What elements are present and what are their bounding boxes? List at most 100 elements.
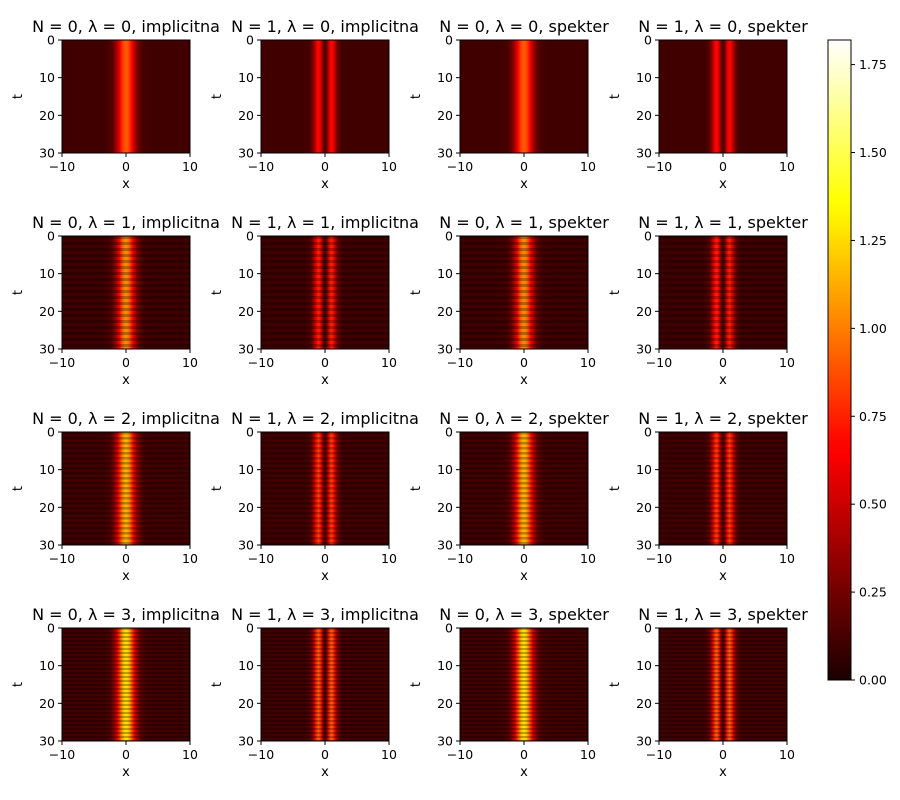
x-tick-label: 10 [381, 355, 397, 370]
y-tick-label: 20 [238, 108, 254, 123]
heatmap-oscillation [659, 236, 787, 349]
x-axis-label: x [321, 569, 329, 584]
x-tick-label: 10 [182, 159, 198, 174]
panel-1-2: N = 1, λ = 0, implicitna −10 0 10 0 10 20 30 x t [210, 17, 419, 192]
y-tick-label: 0 [445, 229, 453, 244]
panel-title: N = 1, λ = 0, spekter [638, 17, 808, 36]
x-tick-label: −10 [447, 747, 473, 762]
y-tick-label: 0 [445, 425, 453, 440]
y-tick-label: 0 [246, 33, 254, 48]
y-tick-label: 20 [437, 304, 453, 319]
x-tick-label: 0 [719, 355, 727, 370]
y-axis-label: t [409, 486, 424, 491]
x-tick-label: 10 [779, 355, 795, 370]
panel-4-4: N = 1, λ = 3, spekter −10 0 10 0 10 20 30 x t [608, 605, 808, 780]
y-tick-label: 10 [238, 266, 254, 281]
y-axis-label: t [409, 682, 424, 687]
x-tick-label: 0 [321, 551, 329, 566]
y-tick-label: 10 [437, 266, 453, 281]
x-tick-label: 10 [580, 355, 596, 370]
y-tick-label: 0 [445, 621, 453, 636]
x-axis-label: x [719, 177, 727, 192]
x-tick-label: −10 [646, 551, 672, 566]
y-tick-label: 20 [39, 304, 55, 319]
y-tick-label: 20 [39, 108, 55, 123]
x-tick-label: 10 [381, 747, 397, 762]
x-tick-label: 0 [719, 747, 727, 762]
x-tick-label: 10 [580, 551, 596, 566]
heatmap-oscillation [460, 432, 588, 545]
y-tick-label: 10 [39, 658, 55, 673]
panel-title: N = 0, λ = 2, spekter [439, 409, 609, 428]
panel-3-2: N = 1, λ = 2, implicitna −10 0 10 0 10 20 30 x t [210, 409, 419, 584]
y-tick-label: 10 [238, 70, 254, 85]
x-axis-label: x [719, 569, 727, 584]
colorbar-tick-label: 1.25 [859, 233, 887, 248]
panel-title: N = 1, λ = 1, spekter [638, 213, 808, 232]
colorbar-tick-label: 0.25 [859, 585, 887, 600]
panel-4-1: N = 0, λ = 3, implicitna −10 0 10 0 10 20 30 x t [11, 605, 220, 780]
x-tick-label: −10 [248, 355, 274, 370]
heatmap-oscillation [460, 628, 588, 741]
x-tick-label: −10 [49, 551, 75, 566]
y-tick-label: 10 [437, 70, 453, 85]
panel-1-4: N = 1, λ = 0, spekter −10 0 10 0 10 20 30 x t [608, 17, 808, 192]
x-tick-label: −10 [248, 159, 274, 174]
y-tick-label: 0 [644, 425, 652, 440]
panel-title: N = 1, λ = 0, implicitna [231, 17, 419, 36]
x-tick-label: 10 [580, 747, 596, 762]
x-tick-label: −10 [447, 159, 473, 174]
panel-title: N = 1, λ = 3, implicitna [231, 605, 419, 624]
y-tick-label: 20 [636, 304, 652, 319]
x-tick-label: −10 [447, 551, 473, 566]
heatmap-image [659, 40, 787, 153]
panel-title: N = 1, λ = 3, spekter [638, 605, 808, 624]
panel-1-3: N = 0, λ = 0, spekter −10 0 10 0 10 20 30 x t [409, 17, 609, 192]
x-tick-label: −10 [49, 159, 75, 174]
y-axis-label: t [210, 94, 225, 99]
heatmap-oscillation [261, 628, 389, 741]
x-tick-label: 10 [779, 551, 795, 566]
panel-title: N = 0, λ = 1, spekter [439, 213, 609, 232]
x-tick-label: 0 [719, 551, 727, 566]
y-tick-label: 20 [39, 696, 55, 711]
heatmap-image [261, 40, 389, 153]
heatmap-image [62, 40, 190, 153]
panel-3-3: N = 0, λ = 2, spekter −10 0 10 0 10 20 30 x t [409, 409, 609, 584]
y-tick-label: 10 [636, 462, 652, 477]
panel-title: N = 0, λ = 1, implicitna [32, 213, 220, 232]
y-tick-label: 30 [39, 538, 55, 553]
y-tick-label: 20 [238, 696, 254, 711]
y-tick-label: 20 [39, 500, 55, 515]
colorbar-gradient [828, 40, 851, 680]
y-tick-label: 30 [437, 342, 453, 357]
x-tick-label: −10 [248, 747, 274, 762]
y-tick-label: 10 [437, 462, 453, 477]
y-tick-label: 30 [636, 538, 652, 553]
y-tick-label: 10 [437, 658, 453, 673]
y-tick-label: 30 [238, 538, 254, 553]
y-tick-label: 0 [47, 229, 55, 244]
heatmap-oscillation [62, 628, 190, 741]
y-tick-label: 30 [238, 342, 254, 357]
heatmap-oscillation [261, 236, 389, 349]
y-tick-label: 20 [636, 696, 652, 711]
y-tick-label: 30 [437, 734, 453, 749]
y-tick-label: 30 [636, 146, 652, 161]
y-tick-label: 0 [644, 33, 652, 48]
x-axis-label: x [520, 765, 528, 780]
panel-2-1: N = 0, λ = 1, implicitna −10 0 10 0 10 20 30 x t [11, 213, 220, 388]
x-tick-label: −10 [49, 747, 75, 762]
heatmap-oscillation [460, 236, 588, 349]
y-axis-label: t [11, 290, 26, 295]
heatmap-image [460, 40, 588, 153]
y-tick-label: 10 [636, 658, 652, 673]
heatmap-oscillation [659, 432, 787, 545]
x-axis-label: x [122, 177, 130, 192]
x-tick-label: 0 [520, 159, 528, 174]
y-axis-label: t [409, 290, 424, 295]
y-tick-label: 30 [636, 734, 652, 749]
x-tick-label: 0 [520, 551, 528, 566]
x-tick-label: −10 [646, 159, 672, 174]
x-tick-label: −10 [248, 551, 274, 566]
